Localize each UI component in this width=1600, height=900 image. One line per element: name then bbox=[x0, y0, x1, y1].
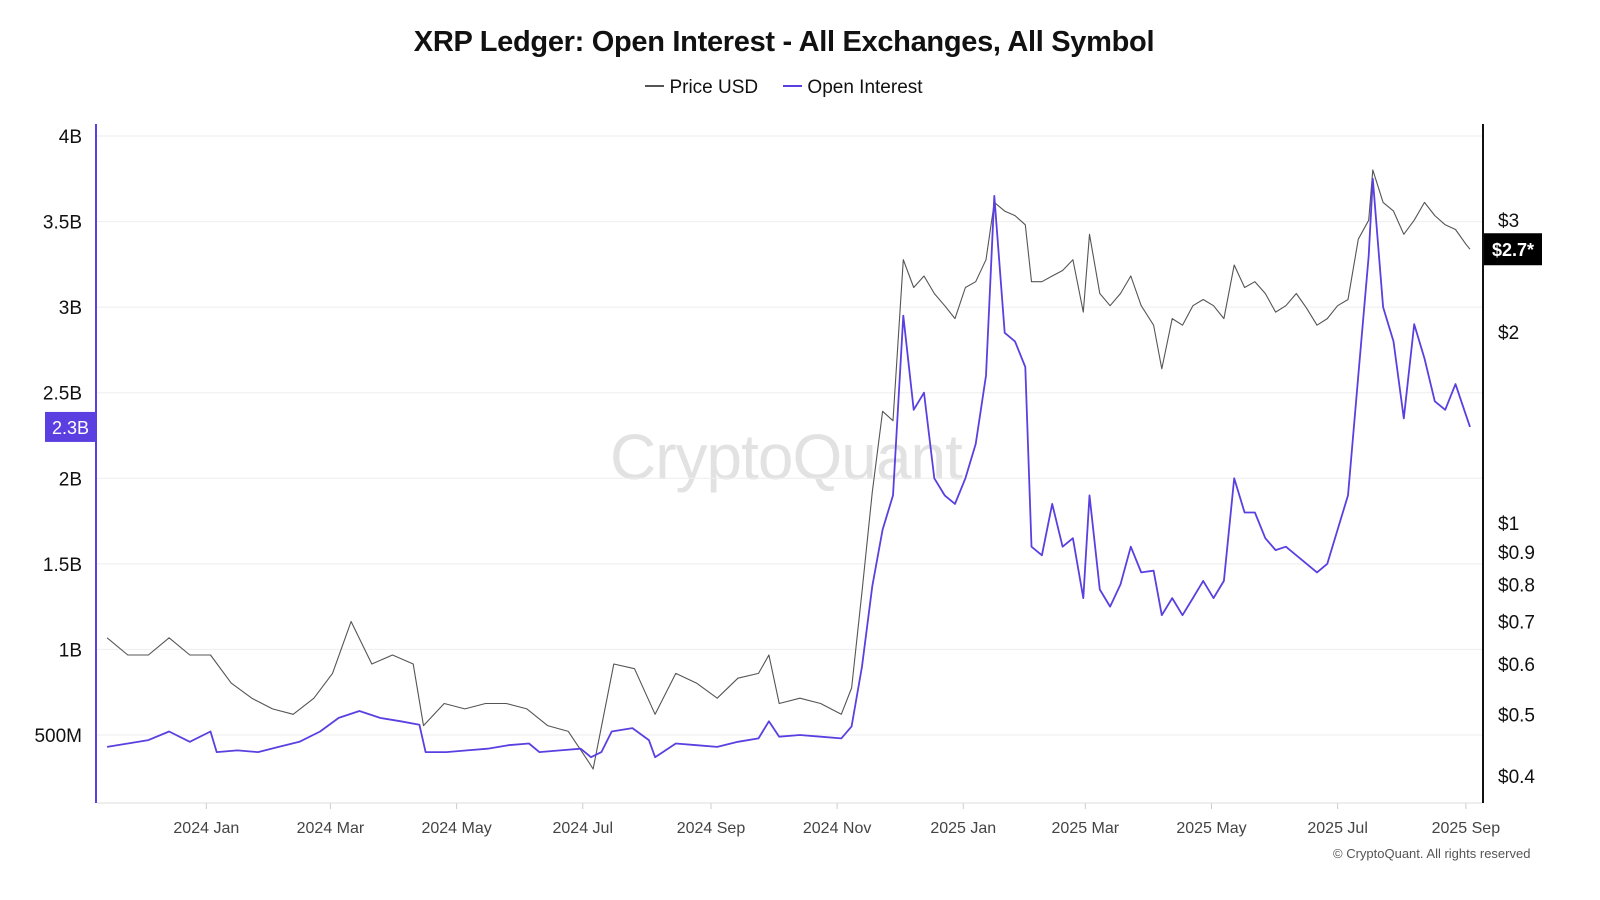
x-axis-tick-label: 2025 Jul bbox=[1307, 820, 1368, 837]
grid-lines bbox=[97, 135, 1482, 736]
x-axis-tick-label: 2025 May bbox=[1176, 820, 1246, 837]
series-line-price bbox=[106, 169, 1471, 770]
x-axis-tick-label: 2024 Sep bbox=[677, 820, 746, 837]
right-axis-tick-label: $3 bbox=[1498, 211, 1519, 232]
right-axis-tick-label: $2 bbox=[1498, 323, 1519, 344]
left-axis-tick-label: 1B bbox=[59, 640, 82, 661]
left-axis-tick-label: 2.5B bbox=[43, 384, 82, 405]
legend-swatch-price bbox=[645, 84, 665, 87]
right-axis-tick-label: $0.6 bbox=[1498, 655, 1535, 676]
left-axis-current-value-text: 2.3B bbox=[52, 418, 89, 438]
x-axis-tick-label: 2025 Mar bbox=[1052, 820, 1120, 837]
watermark: CryptoQuant bbox=[610, 421, 963, 493]
chart-title: XRP Ledger: Open Interest - All Exchange… bbox=[413, 26, 1155, 58]
left-axis-tick-label: 1.5B bbox=[43, 555, 82, 576]
left-axis-tick-label: 500M bbox=[34, 726, 82, 747]
legend-swatch-open-interest bbox=[783, 84, 803, 87]
x-axis-tick-label: 2024 Jan bbox=[173, 820, 239, 837]
legend-label-open-interest: Open Interest bbox=[807, 77, 923, 98]
x-axis-tick-label: 2024 Jul bbox=[553, 820, 614, 837]
left-axis-tick-label: 4B bbox=[59, 127, 82, 148]
right-axis-current-value-text: $2.7* bbox=[1492, 240, 1534, 260]
legend-item-price[interactable]: Price USD bbox=[645, 77, 758, 99]
right-axis-tick-label: $0.4 bbox=[1498, 767, 1535, 788]
right-axis-tick-label: $0.9 bbox=[1498, 543, 1535, 564]
left-axis-tick-label: 2B bbox=[59, 469, 82, 490]
left-axis-tick-label: 3B bbox=[59, 298, 82, 319]
legend-label-price: Price USD bbox=[669, 77, 759, 98]
series-lines bbox=[106, 169, 1471, 770]
axis-labels: 500M 1B 1.5B 2B 2.5B 3B 3.5B 4B $0.4 $0.5 $0.6 $0.7… bbox=[34, 127, 1542, 837]
x-axis-tick-label: 2024 Mar bbox=[297, 820, 365, 837]
right-axis-current-value-badge bbox=[1484, 233, 1542, 266]
right-axis-tick-label: $1 bbox=[1498, 514, 1519, 535]
left-axis-tick-label: 3.5B bbox=[43, 213, 82, 234]
right-axis-tick-label: $0.5 bbox=[1498, 705, 1535, 726]
axes bbox=[95, 124, 1484, 809]
legend-item-open-interest[interactable]: Open Interest bbox=[783, 77, 923, 99]
left-axis-current-value-badge bbox=[45, 411, 96, 442]
x-axis-tick-label: 2024 May bbox=[421, 820, 491, 837]
right-axis-tick-label: $0.8 bbox=[1498, 576, 1535, 597]
x-axis-tick-label: 2025 Sep bbox=[1432, 820, 1501, 837]
x-axis-tick-label: 2025 Jan bbox=[930, 820, 996, 837]
series-line-open-interest bbox=[106, 177, 1471, 759]
right-axis-tick-label: $0.7 bbox=[1498, 613, 1535, 634]
chart-legend: Price USD Open Interest bbox=[0, 77, 1568, 99]
x-axis-tick-label: 2024 Nov bbox=[803, 820, 872, 837]
copyright-credit: © CryptoQuant. All rights reserved bbox=[1333, 846, 1531, 861]
